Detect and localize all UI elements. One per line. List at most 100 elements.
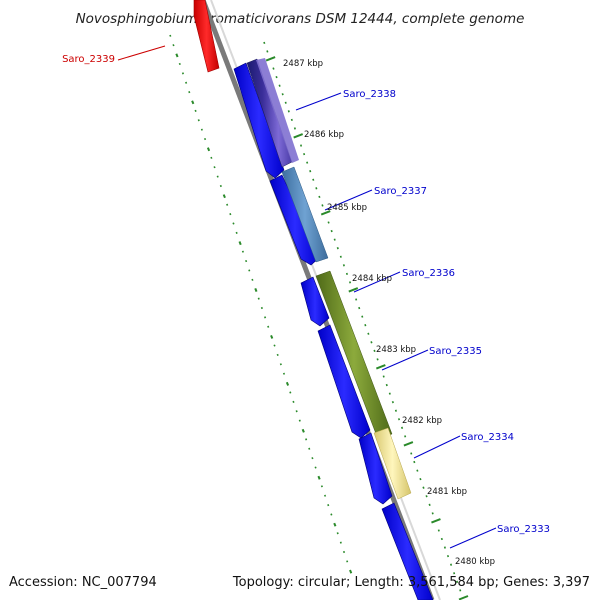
- gene-label-saro-2338[interactable]: Saro_2338: [343, 89, 396, 100]
- kbp-minor-tick: [281, 93, 284, 96]
- kbp-tick-track: [263, 41, 469, 601]
- kbp-major-tick: [265, 56, 276, 62]
- kbp-major-tick: [403, 441, 414, 447]
- left-track-dot: [254, 288, 258, 292]
- kbp-minor-tick: [287, 110, 290, 113]
- kbp-minor-tick: [373, 349, 376, 352]
- kbp-minor-tick: [446, 554, 450, 558]
- left-track-dot: [222, 194, 226, 199]
- kbp-major-tick: [431, 518, 441, 524]
- tick-label-2487: 2487 kbp: [283, 59, 323, 69]
- kbp-minor-tick: [272, 67, 275, 70]
- left-track-dot: [298, 419, 301, 422]
- kbp-minor-tick: [266, 50, 269, 53]
- gene-saro-2338[interactable]: [233, 62, 285, 179]
- left-track-dot: [320, 485, 323, 488]
- gene-label-saro-2334[interactable]: Saro_2334: [461, 432, 514, 443]
- kbp-minor-tick: [333, 238, 336, 241]
- left-track-dot: [270, 334, 274, 339]
- kbp-minor-tick: [327, 221, 330, 224]
- kbp-minor-tick: [278, 84, 281, 87]
- left-track-dot: [232, 222, 235, 225]
- map-title: Novosphingobium aromaticivorans DSM 1244…: [76, 11, 525, 27]
- left-track-dot: [305, 438, 308, 441]
- feature-bar-steel[interactable]: [281, 166, 329, 263]
- left-track-dot: [330, 513, 333, 516]
- kbp-minor-tick: [367, 332, 370, 335]
- left-track-dot: [248, 269, 251, 272]
- left-track-dot: [342, 550, 346, 554]
- kbp-minor-tick: [449, 563, 453, 566]
- gene-label-saro-2337[interactable]: Saro_2337: [374, 186, 427, 197]
- kbp-minor-tick: [275, 75, 278, 79]
- left-track-dot: [181, 72, 185, 75]
- left-track-dot: [194, 109, 197, 112]
- left-track-dot: [238, 241, 242, 246]
- gene-label-saro-2336[interactable]: Saro_2336: [402, 268, 455, 279]
- left-track-dot: [210, 156, 213, 159]
- left-track-dot: [200, 128, 203, 131]
- kbp-minor-tick: [370, 341, 373, 344]
- gene-label-saro-2335[interactable]: Saro_2335: [429, 346, 482, 357]
- gene-label-saro-2333[interactable]: Saro_2333: [497, 524, 550, 535]
- tick-label-2486: 2486 kbp: [304, 130, 344, 140]
- kbp-major-tick: [375, 364, 386, 370]
- feature-bar-khaki[interactable]: [373, 427, 412, 500]
- kbp-minor-tick: [397, 418, 401, 421]
- kbp-major-tick: [320, 210, 331, 216]
- kbp-minor-tick: [404, 435, 407, 438]
- kbp-minor-tick: [293, 127, 296, 130]
- left-track-dot: [346, 560, 349, 563]
- left-track-dot: [197, 119, 200, 122]
- gene-saro-2339[interactable]: [193, 0, 220, 73]
- kbp-minor-tick: [440, 537, 443, 541]
- left-track-dot: [289, 391, 292, 394]
- genome-summary-text: Topology: circular; Length: 3,561,584 bp…: [232, 575, 590, 590]
- left-track-dot: [323, 494, 327, 497]
- left-track-dot: [333, 522, 337, 527]
- tick-label-2483: 2483 kbp: [376, 345, 416, 355]
- left-track-dot: [191, 100, 195, 105]
- feature-bar-olive[interactable]: [315, 270, 393, 440]
- left-track-dot: [185, 81, 188, 84]
- gene-saro-2335[interactable]: [317, 324, 371, 439]
- kbp-minor-tick: [361, 315, 364, 318]
- accession-text: Accession: NC_007794: [9, 575, 157, 590]
- left-track-dot: [213, 166, 216, 169]
- left-track-dot: [311, 457, 314, 460]
- left-dotted-track: [169, 34, 353, 574]
- kbp-minor-tick: [388, 392, 391, 395]
- left-track-dot: [226, 203, 229, 206]
- kbp-minor-tick: [456, 580, 459, 583]
- gene-label-saro-2339[interactable]: Saro_2339: [62, 54, 115, 65]
- left-track-dot: [349, 569, 353, 574]
- left-track-dot: [172, 44, 175, 47]
- left-track-dot: [336, 532, 339, 535]
- kbp-minor-tick: [336, 247, 339, 250]
- left-track-dot: [241, 250, 245, 253]
- left-track-dot: [260, 306, 263, 310]
- kbp-minor-tick: [284, 101, 287, 104]
- kbp-minor-tick: [416, 469, 419, 472]
- kbp-minor-tick: [348, 281, 352, 284]
- feature-bar-purple[interactable]: [246, 58, 299, 168]
- kbp-minor-tick: [299, 144, 303, 147]
- kbp-minor-tick: [358, 306, 361, 310]
- kbp-minor-tick: [376, 358, 379, 361]
- left-track-dot: [216, 175, 219, 178]
- kbp-minor-tick: [263, 41, 266, 45]
- tick-label-2484: 2484 kbp: [352, 274, 392, 284]
- kbp-minor-tick: [306, 161, 309, 164]
- tick-label-2480: 2480 kbp: [455, 557, 495, 567]
- kbp-minor-tick: [342, 264, 345, 267]
- gene-saro-2334[interactable]: [358, 432, 393, 505]
- kbp-minor-tick: [391, 401, 394, 404]
- left-track-dot: [301, 428, 305, 433]
- gene-saro-2336[interactable]: [300, 276, 330, 327]
- tick-label-2485: 2485 kbp: [327, 203, 367, 213]
- kbp-minor-tick: [318, 195, 321, 199]
- left-track-dot: [175, 53, 179, 58]
- left-track-dot: [267, 325, 270, 328]
